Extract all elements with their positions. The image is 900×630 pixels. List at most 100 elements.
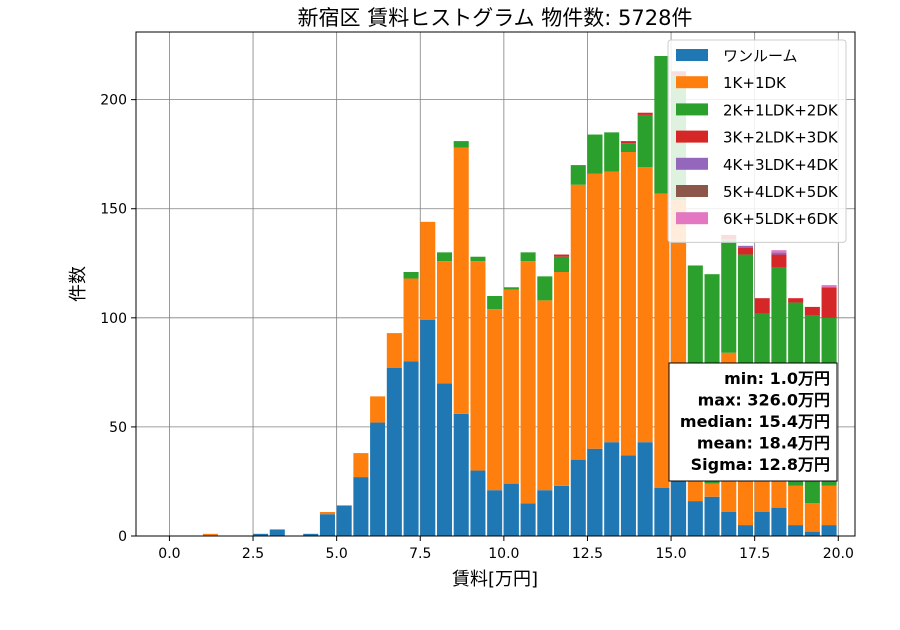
stats-box-frame <box>668 362 838 482</box>
bar-segment <box>604 132 620 172</box>
bar-segment <box>821 287 837 318</box>
stats-line: Sigma: 12.8万円 <box>691 455 830 474</box>
bar-segment <box>654 488 670 536</box>
legend: ワンルーム 1K+1DK 2K+1LDK+2DK 3K+2LDK+3DK 4K+3LDK… <box>667 39 847 243</box>
bar-segment <box>788 298 804 303</box>
bar-segment <box>253 533 269 536</box>
bar-segment <box>403 272 419 279</box>
bar-segment <box>453 141 469 148</box>
bar-segment <box>737 248 754 255</box>
legend-label: 2K+1LDK+2DK <box>723 101 839 119</box>
bar-segment <box>737 525 754 536</box>
bar-segment <box>420 221 436 320</box>
bar-segment <box>470 470 486 536</box>
bar-segment <box>570 184 586 460</box>
legend-swatch <box>676 185 708 197</box>
bar-segment <box>671 474 687 536</box>
bar-segment <box>520 252 536 262</box>
bar-segment <box>520 261 536 504</box>
plot-frame <box>135 31 856 537</box>
x-tick-label: 5.0 <box>326 546 348 562</box>
bar-segment <box>386 333 402 368</box>
bar-segment <box>587 448 603 536</box>
bar-segment <box>537 490 553 536</box>
bar-segment <box>788 485 804 526</box>
bar-segment <box>537 300 553 491</box>
bar-segment <box>788 525 804 536</box>
bar-segment <box>303 533 319 536</box>
bar-segment <box>554 272 570 486</box>
y-tick-label: 0 <box>118 529 127 545</box>
x-tick-label: 10.0 <box>488 546 519 562</box>
x-axis-label: 賃料[万円] <box>452 569 538 590</box>
legend-swatch <box>676 76 708 89</box>
bar-segment <box>771 250 787 253</box>
legend-label: 3K+2LDK+3DK <box>723 129 839 147</box>
bar-segment <box>319 512 335 515</box>
bar-segment <box>470 256 486 262</box>
bar-segment <box>620 141 636 144</box>
bar-segment <box>821 285 837 288</box>
legend-label: 4K+3LDK+4DK <box>723 156 839 174</box>
bar-segment <box>453 147 469 414</box>
bar-segment <box>403 278 419 362</box>
bar-segment <box>520 503 536 536</box>
bar-segment <box>821 525 837 536</box>
bar-segment <box>436 252 453 262</box>
bar-segment <box>269 529 285 536</box>
x-tick-label: 17.5 <box>739 546 770 562</box>
y-tick-label: 100 <box>100 311 127 327</box>
bar-segment <box>804 306 820 316</box>
bar-segment <box>637 112 653 115</box>
bar-segment <box>554 256 570 272</box>
bar-segment <box>319 514 335 536</box>
bar-segment <box>704 483 720 497</box>
bar-segment <box>570 459 586 536</box>
bar-segment <box>721 239 737 353</box>
bar-segment <box>637 114 653 168</box>
bar-segment <box>604 171 620 443</box>
bar-segment <box>704 496 720 536</box>
bar-segment <box>202 533 218 536</box>
legend-label: 1K+1DK <box>723 74 787 92</box>
bar-segment <box>487 296 503 310</box>
bar-segment <box>403 361 419 536</box>
bar-segment <box>487 309 503 491</box>
legend-swatch <box>676 130 708 143</box>
bar-segment <box>721 512 737 536</box>
x-tick-label: 2.5 <box>242 546 264 562</box>
bar-segment <box>453 413 469 536</box>
bar-segment <box>487 490 503 536</box>
bar-segment <box>804 503 820 532</box>
y-tick-label: 150 <box>100 202 127 218</box>
bar-segment <box>470 261 486 471</box>
legend-label: 6K+5LDK+6DK <box>723 210 839 228</box>
legend-swatch <box>676 212 708 225</box>
bar-segment <box>436 383 453 536</box>
legend-swatch <box>676 49 708 61</box>
chart-title: 新宿区 賃料ヒストグラム 物件数: 5728件 <box>298 6 693 30</box>
stats-line: min: 1.0万円 <box>724 369 830 388</box>
stats-line: median: 15.4万円 <box>680 412 830 431</box>
legend-label: ワンルーム <box>723 47 798 65</box>
stats-line: max: 326.0万円 <box>698 391 830 410</box>
x-tick-label: 20.0 <box>823 546 854 562</box>
bar-segment <box>620 152 636 456</box>
bar-segment <box>503 289 519 484</box>
bar-segment <box>554 485 570 536</box>
bar-segment <box>771 252 787 255</box>
bar-segment <box>587 134 603 174</box>
bar-segment <box>771 254 787 268</box>
bar-segment <box>503 483 519 536</box>
bar-segment <box>604 442 620 536</box>
x-tick-label: 12.5 <box>572 546 603 562</box>
bar-segment <box>370 396 386 423</box>
bar-segment <box>336 505 352 536</box>
bar-segment <box>353 477 369 536</box>
bar-segment <box>386 368 402 536</box>
bar-segment <box>637 442 653 536</box>
stats-box: min: 1.0万円 max: 326.0万円 median: 15.4万円 mean… <box>668 362 838 482</box>
legend-label: 5K+4LDK+5DK <box>723 183 839 201</box>
bar-segment <box>654 56 670 194</box>
